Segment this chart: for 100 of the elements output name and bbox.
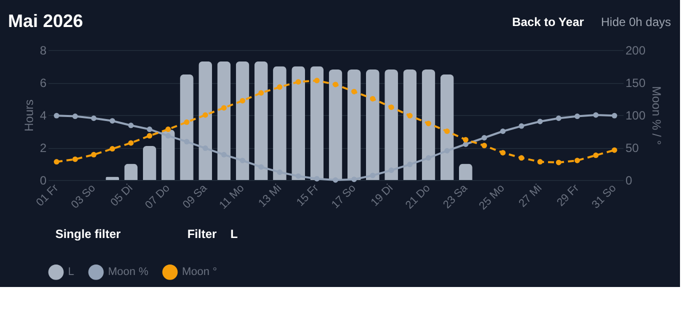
point bbox=[351, 176, 357, 182]
point bbox=[426, 120, 432, 126]
point bbox=[444, 128, 450, 134]
bar bbox=[310, 66, 324, 180]
y-tick-label: 4 bbox=[40, 108, 47, 122]
point bbox=[296, 79, 302, 85]
point bbox=[146, 126, 152, 132]
point bbox=[110, 118, 116, 124]
point bbox=[128, 140, 134, 146]
x-tick-label: 27 Mi bbox=[516, 182, 544, 210]
point bbox=[314, 78, 320, 84]
bar bbox=[440, 74, 454, 180]
bar bbox=[198, 61, 212, 180]
point bbox=[556, 116, 562, 121]
x-tick-label: 03 So bbox=[69, 182, 98, 212]
legend-label: Moon ° bbox=[182, 266, 217, 278]
x-tick-label: 19 Di bbox=[368, 182, 396, 209]
x-tick-label: 05 Di bbox=[108, 182, 136, 209]
point bbox=[258, 90, 264, 96]
text: Single filter bbox=[55, 227, 121, 241]
point bbox=[482, 135, 488, 140]
legend-label: L bbox=[68, 266, 74, 278]
point bbox=[128, 122, 134, 128]
point bbox=[593, 152, 599, 158]
bar bbox=[366, 70, 380, 180]
text: Back to Year bbox=[512, 15, 584, 29]
y2-tick-label: 150 bbox=[626, 76, 646, 90]
point bbox=[370, 172, 376, 178]
y-tick-label: 6 bbox=[40, 76, 47, 90]
bar bbox=[328, 70, 342, 180]
point bbox=[593, 112, 599, 118]
point bbox=[574, 114, 580, 120]
point bbox=[91, 116, 96, 121]
point bbox=[240, 98, 246, 104]
point bbox=[574, 158, 580, 164]
bar bbox=[142, 146, 156, 180]
bar bbox=[161, 130, 175, 180]
point bbox=[165, 126, 171, 132]
bar bbox=[180, 74, 194, 180]
x-tick-label: 15 Fr bbox=[294, 182, 322, 209]
point bbox=[388, 104, 394, 110]
y-axis-title: Hours bbox=[22, 99, 36, 132]
point bbox=[221, 105, 227, 111]
y-tick-label: 2 bbox=[40, 141, 47, 155]
bar bbox=[254, 61, 268, 180]
text: L bbox=[230, 227, 238, 241]
x-tick-label: 25 Mo bbox=[477, 182, 508, 212]
point bbox=[537, 159, 543, 165]
x-tick-label: 11 Mo bbox=[217, 182, 247, 212]
bar bbox=[236, 61, 250, 180]
bar bbox=[347, 70, 361, 180]
bar bbox=[217, 61, 231, 180]
text: Hide 0h days bbox=[600, 15, 672, 29]
y-tick-label: 8 bbox=[40, 44, 47, 58]
point bbox=[296, 173, 302, 179]
point bbox=[500, 150, 506, 156]
point bbox=[72, 114, 78, 120]
legend-label: Moon % bbox=[108, 266, 149, 278]
point bbox=[332, 82, 338, 88]
point bbox=[54, 112, 60, 118]
point bbox=[146, 133, 152, 139]
point bbox=[351, 88, 357, 94]
point bbox=[556, 160, 562, 166]
text: Filter bbox=[187, 227, 217, 241]
point bbox=[276, 84, 282, 90]
point bbox=[314, 176, 320, 182]
point bbox=[110, 146, 116, 152]
point bbox=[537, 118, 543, 124]
point bbox=[518, 123, 524, 129]
x-tick-label: 31 So bbox=[590, 182, 619, 212]
bar bbox=[458, 164, 472, 180]
x-tick-label: 21 Do bbox=[403, 182, 433, 212]
x-tick-label: 13 Mi bbox=[256, 182, 284, 210]
y2-tick-label: 100 bbox=[626, 108, 646, 122]
x-tick-label: 17 So bbox=[330, 182, 358, 212]
point bbox=[482, 142, 488, 148]
point bbox=[184, 119, 190, 125]
bar bbox=[124, 164, 138, 180]
point bbox=[518, 155, 524, 161]
y-tick-label: 0 bbox=[40, 174, 47, 188]
bar bbox=[384, 70, 398, 180]
bar bbox=[273, 66, 286, 180]
y2-tick-label: 0 bbox=[626, 174, 632, 188]
y2-tick-label: 200 bbox=[626, 44, 646, 58]
x-tick-label: 09 Sa bbox=[180, 182, 210, 212]
bar bbox=[292, 66, 305, 180]
point bbox=[407, 112, 413, 118]
point bbox=[332, 177, 338, 183]
y2-axis-title: Moon % / ° bbox=[650, 86, 664, 146]
point bbox=[612, 147, 618, 153]
point bbox=[72, 156, 78, 162]
point bbox=[462, 142, 468, 147]
x-tick-label: 07 Do bbox=[143, 182, 172, 212]
point bbox=[612, 112, 618, 118]
point bbox=[54, 159, 60, 165]
point bbox=[370, 96, 376, 102]
point bbox=[165, 133, 171, 139]
y2-tick-label: 50 bbox=[626, 141, 640, 155]
point bbox=[91, 152, 96, 158]
bar bbox=[403, 70, 417, 180]
